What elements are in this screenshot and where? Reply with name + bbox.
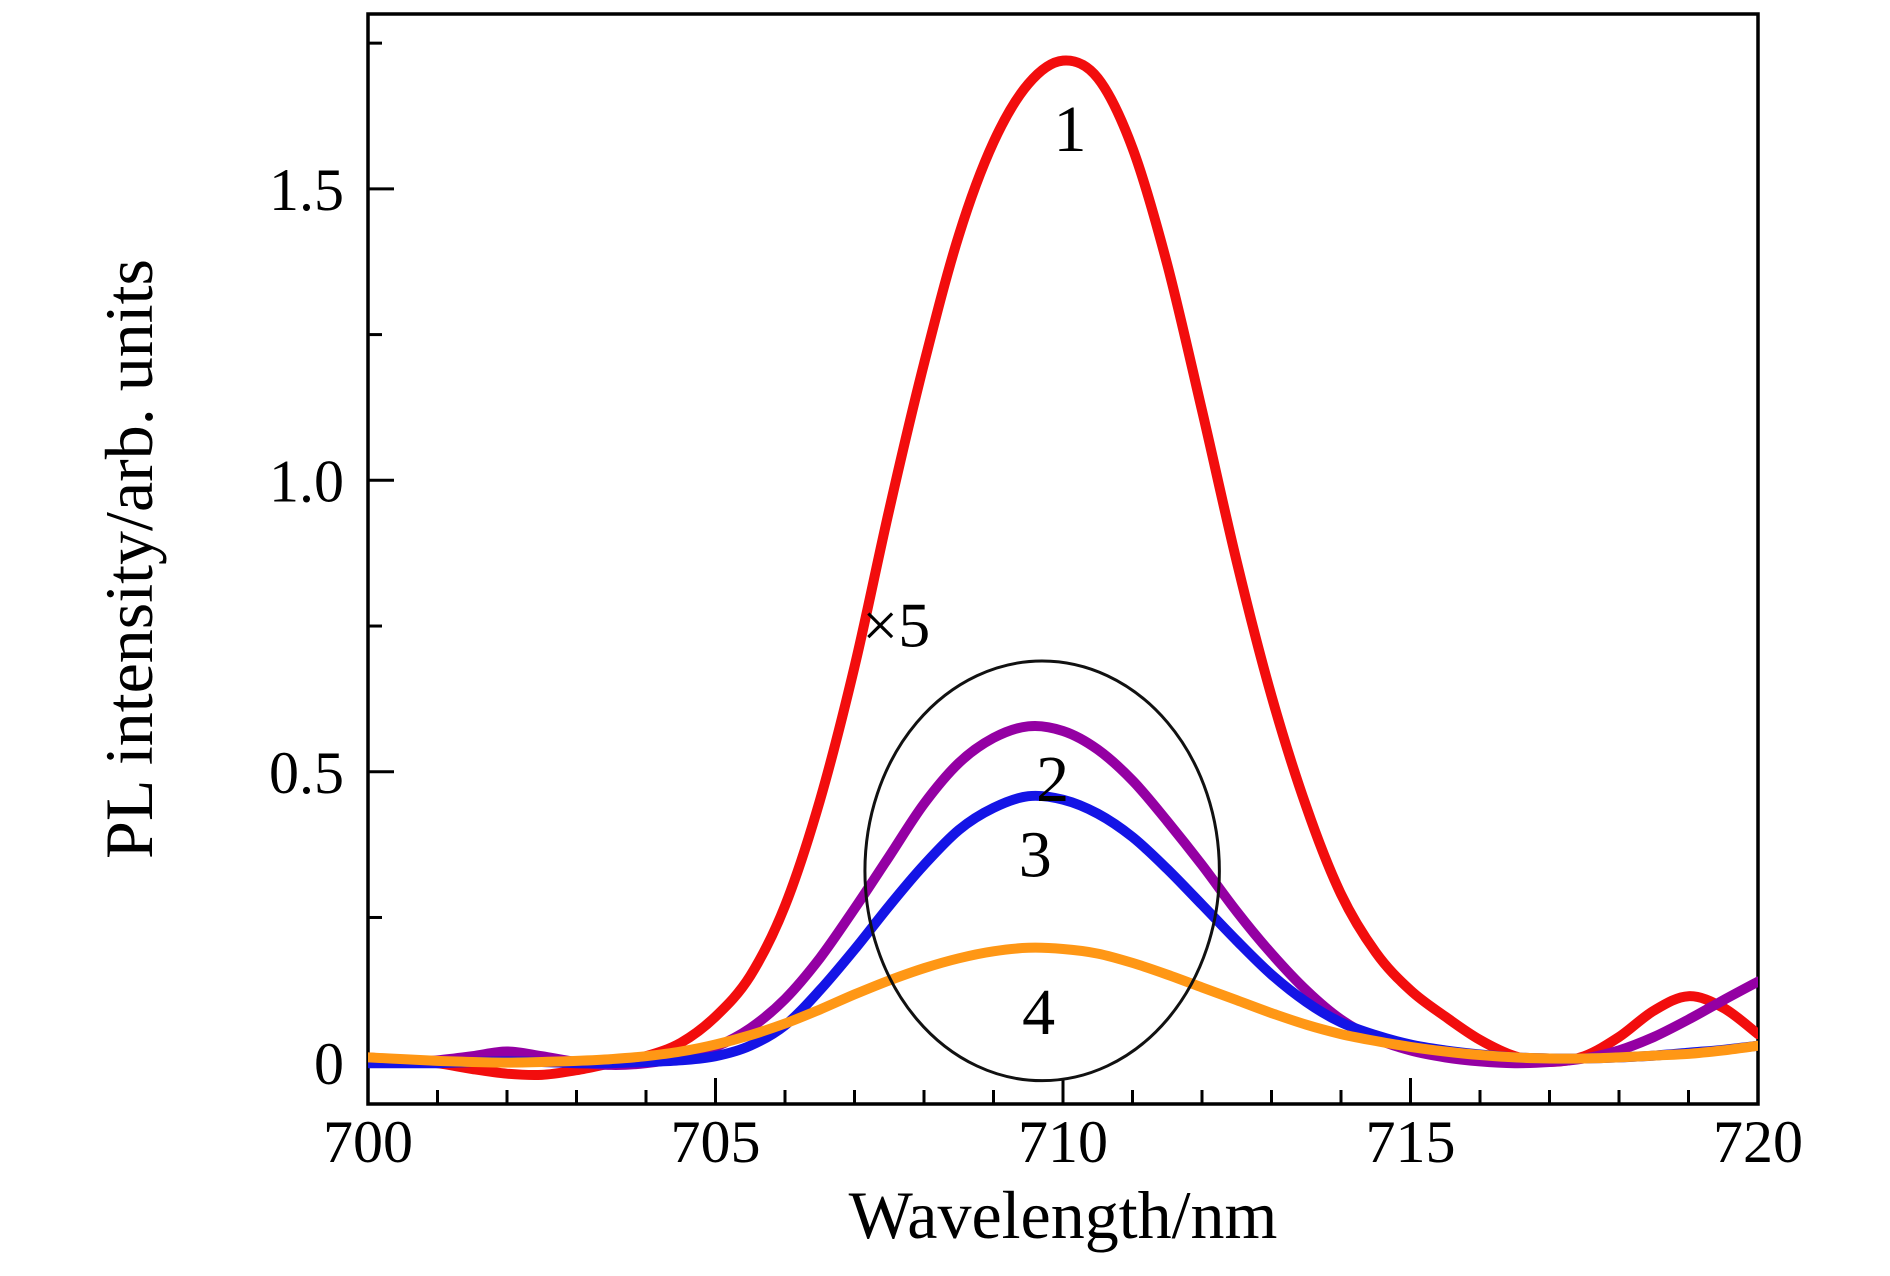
annotation-multiplier: ×5: [862, 589, 930, 660]
curve-label-4: 4: [1022, 976, 1055, 1049]
y-tick-label: 1.5: [269, 157, 344, 223]
y-tick-label: 0.5: [269, 740, 344, 806]
x-tick-label: 715: [1366, 1109, 1456, 1175]
curve-label-3: 3: [1019, 819, 1052, 892]
x-tick-label: 710: [1018, 1109, 1108, 1175]
y-tick-label: 1.0: [269, 448, 344, 514]
curve-3: [368, 790, 1758, 1069]
x-tick-label: 700: [323, 1109, 413, 1175]
curve-1: [368, 55, 1758, 1081]
x-tick-label: 720: [1713, 1109, 1803, 1175]
x-tick-label: 705: [671, 1109, 761, 1175]
plot-frame: [366, 12, 1760, 1106]
y-tick-label: 0: [314, 1031, 344, 1097]
curves: [368, 55, 1758, 1081]
y-axis-title: PL intensity/arb. units: [91, 259, 167, 859]
curve-label-2: 2: [1036, 743, 1069, 816]
curve-label-1: 1: [1053, 93, 1086, 166]
x-axis-title: Wavelength/nm: [849, 1177, 1278, 1253]
curve-4: [368, 942, 1758, 1068]
multiplier-circle: [863, 659, 1221, 1083]
